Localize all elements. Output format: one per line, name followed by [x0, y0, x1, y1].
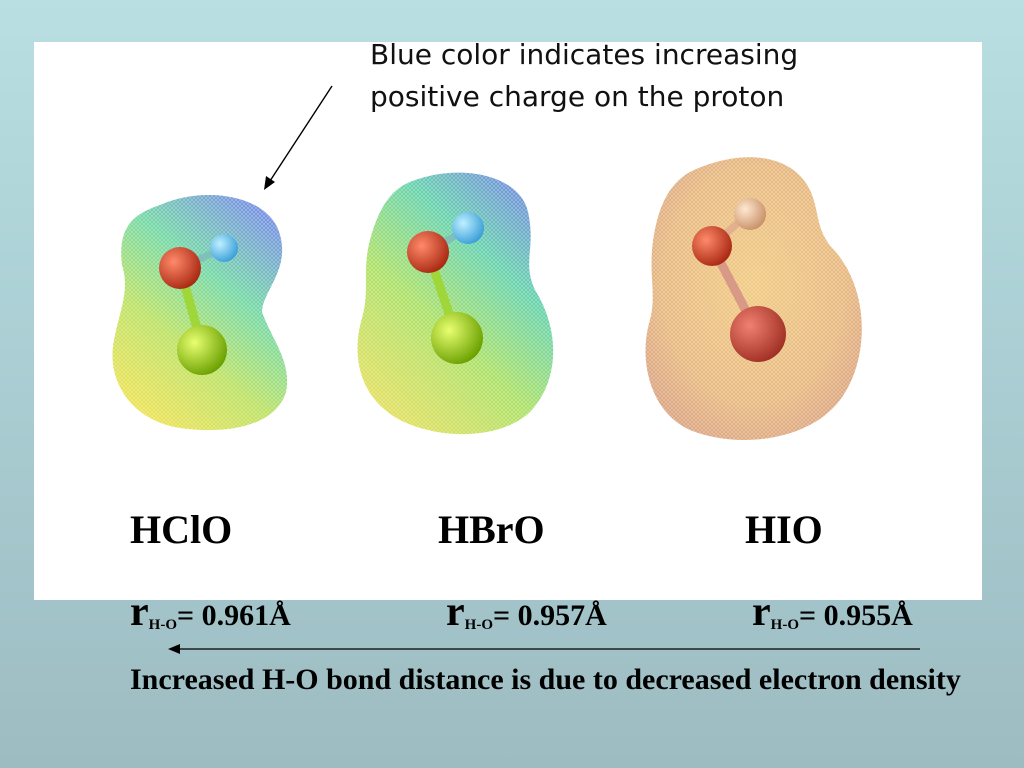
distance-value: = 0.957Å [493, 599, 607, 632]
oxygen-atom [692, 226, 732, 266]
r-subscript: H-O [770, 617, 799, 633]
caption-text: Increased H-O bond distance is due to de… [130, 663, 961, 696]
annotation-arrow [264, 85, 333, 190]
distance-value: = 0.961Å [177, 599, 291, 632]
oxygen-atom [159, 247, 201, 289]
distance-value: = 0.955Å [799, 599, 913, 632]
oxygen-atom [407, 231, 449, 273]
bond-distance-hio: rH-O= 0.955Å [752, 588, 913, 636]
hydrogen-atom [734, 198, 766, 230]
chlorine-atom [177, 325, 227, 375]
hclo-model [112, 195, 288, 431]
trend-arrow [168, 644, 920, 654]
molecule-name-hclo: HClO [130, 507, 233, 552]
iodine-atom [730, 306, 786, 362]
bromine-atom [431, 312, 483, 364]
r-subscript: H-O [148, 617, 177, 633]
r-symbol: r [130, 589, 149, 635]
r-symbol: r [446, 589, 465, 635]
bond-distance-hclo: rH-O= 0.961Å [130, 588, 291, 636]
annotation-line-2: positive charge on the proton [370, 80, 785, 113]
molecule-name-hio: HIO [745, 507, 823, 552]
bond-distance-hbro: rH-O= 0.957Å [446, 588, 607, 636]
hydrogen-atom [210, 234, 238, 262]
annotation-text: Blue color indicates increasing positive… [370, 34, 930, 118]
molecule-name-hbro: HBrO [438, 507, 545, 552]
hydrogen-atom [452, 212, 484, 244]
hio-model [645, 157, 862, 440]
annotation-line-1: Blue color indicates increasing [370, 38, 799, 71]
hbro-model [357, 172, 554, 435]
r-subscript: H-O [464, 617, 493, 633]
r-symbol: r [752, 589, 771, 635]
